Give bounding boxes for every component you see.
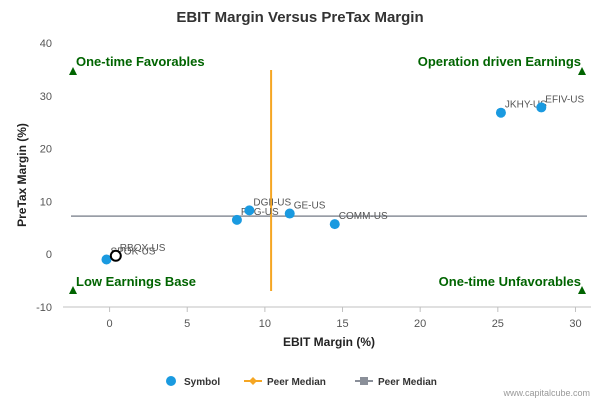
x-tick-label: 20 bbox=[414, 318, 426, 330]
legend-symbol-marker bbox=[166, 376, 176, 386]
data-point-label: GE-US bbox=[294, 201, 326, 212]
y-axis-title: PreTax Margin (%) bbox=[15, 123, 29, 227]
legend-x-median-marker bbox=[249, 377, 257, 385]
data-point-label: SPOK-US bbox=[110, 246, 155, 257]
data-point-label: EFIV-US bbox=[545, 94, 584, 105]
y-tick-label: 0 bbox=[46, 249, 52, 261]
y-tick-label: 10 bbox=[40, 196, 52, 208]
x-tick-label: 25 bbox=[492, 318, 504, 330]
chart-title: EBIT Margin Versus PreTax Margin bbox=[176, 9, 423, 26]
data-point-label: PTG-US bbox=[241, 207, 279, 218]
y-tick-label: 20 bbox=[40, 144, 52, 156]
data-point bbox=[536, 102, 547, 113]
quadrant-label-top-left: One-time Favorables bbox=[76, 54, 205, 69]
data-point bbox=[231, 214, 242, 225]
x-tick-label: 0 bbox=[107, 318, 113, 330]
x-axis-title: EBIT Margin (%) bbox=[283, 335, 375, 349]
x-tick-label: 10 bbox=[259, 318, 271, 330]
data-point bbox=[284, 208, 295, 219]
x-tick-label: 30 bbox=[569, 318, 581, 330]
legend-label-y-median: Peer Median bbox=[378, 377, 437, 388]
data-point bbox=[244, 205, 255, 216]
quadrant-marker-top-right bbox=[578, 67, 586, 75]
legend-label-symbol: Symbol bbox=[184, 377, 220, 388]
quadrant-marker-bottom-left bbox=[69, 286, 77, 294]
y-tick-label: 30 bbox=[40, 91, 52, 103]
data-point-highlight bbox=[109, 249, 122, 262]
data-point bbox=[101, 254, 112, 265]
peer-median-lines bbox=[71, 70, 587, 291]
credit-text: www.capitalcube.com bbox=[502, 388, 590, 398]
data-point bbox=[495, 107, 506, 118]
x-tick-label: 15 bbox=[336, 318, 348, 330]
x-tick-label: 5 bbox=[184, 318, 190, 330]
quadrant-label-bottom-left: Low Earnings Base bbox=[76, 274, 196, 289]
quadrant-labels: One-time Favorables Operation driven Earn… bbox=[69, 54, 586, 294]
quadrant-label-bottom-right: One-time Unfavorables bbox=[439, 274, 581, 289]
quadrant-marker-top-left bbox=[69, 67, 77, 75]
data-point-label: RBOX-US bbox=[120, 243, 166, 254]
data-point-label: COMM-US bbox=[339, 211, 388, 222]
data-point bbox=[329, 219, 340, 230]
legend-label-x-median: Peer Median bbox=[267, 377, 326, 388]
data-point-label: JKHY-US bbox=[505, 100, 547, 111]
y-tick-label: -10 bbox=[36, 302, 52, 314]
legend: Symbol Peer Median Peer Median bbox=[166, 376, 437, 388]
legend-y-median-marker bbox=[360, 377, 368, 385]
quadrant-marker-bottom-right bbox=[578, 286, 586, 294]
data-point-label: DGII-US bbox=[253, 197, 291, 208]
quadrant-label-top-right: Operation driven Earnings bbox=[418, 54, 581, 69]
axes: 0 5 10 15 20 25 30 -10 0 10 20 30 40 bbox=[36, 38, 591, 330]
y-tick-label: 40 bbox=[40, 38, 52, 50]
